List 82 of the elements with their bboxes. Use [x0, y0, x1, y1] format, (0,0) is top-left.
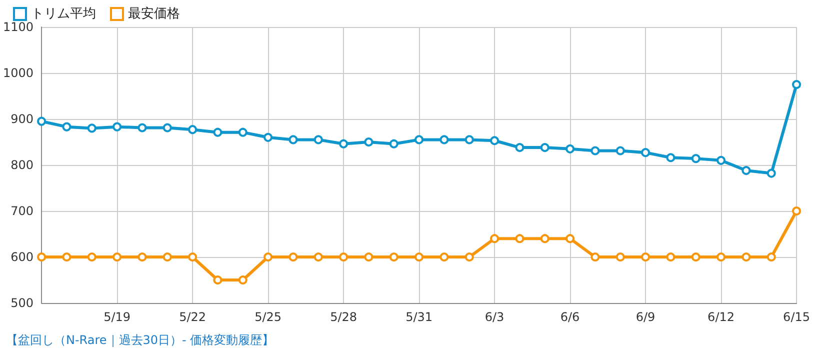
point [590, 146, 600, 156]
point [87, 252, 96, 262]
point [389, 252, 398, 262]
point [138, 123, 147, 132]
x-tick-label: 5/19 [104, 310, 131, 324]
point [540, 234, 550, 244]
point [666, 153, 676, 162]
point [540, 143, 550, 152]
point [138, 252, 147, 262]
point [766, 252, 776, 262]
x-tick-label: 6/9 [636, 310, 656, 324]
point [37, 116, 46, 126]
y-tick-label: 1100 [2, 20, 34, 34]
text: 【盆回し（N-Rare｜過去30日）- 価格変動履歴】 [6, 333, 274, 347]
y-tick-label: 500 [10, 296, 34, 310]
point [464, 135, 474, 144]
point [490, 234, 500, 244]
point [339, 252, 348, 262]
point [414, 135, 424, 144]
point [389, 139, 398, 148]
point [566, 144, 575, 154]
legend-label: 最安価格 [128, 6, 180, 22]
point [162, 123, 172, 132]
point [641, 252, 650, 262]
y-tick-label: 700 [10, 204, 34, 218]
point [238, 128, 248, 137]
point [566, 234, 575, 244]
point [188, 125, 198, 134]
point [414, 252, 424, 262]
point [440, 135, 449, 144]
point [288, 252, 298, 262]
point [716, 252, 726, 262]
point [87, 124, 96, 133]
x-tick-label: 5/28 [330, 310, 358, 324]
y-tick-label: 1000 [2, 66, 34, 80]
x-tick-label: 5/25 [254, 310, 282, 324]
point [742, 252, 751, 262]
point [188, 252, 198, 262]
point [766, 168, 776, 178]
point [264, 252, 273, 262]
x-tick-label: 5/31 [406, 310, 433, 324]
point [515, 143, 524, 152]
x-tick-label: 6/3 [484, 310, 504, 324]
point [691, 154, 700, 164]
point [616, 252, 625, 262]
point [616, 146, 625, 156]
point [162, 252, 172, 262]
legend-label: トリム平均 [31, 6, 96, 22]
y-tick-label: 600 [10, 250, 34, 264]
point [641, 148, 650, 158]
point [288, 135, 298, 144]
point [62, 252, 72, 262]
x-tick-label: 6/15 [783, 310, 810, 324]
x-tick-label: 5/22 [179, 310, 206, 324]
point [238, 276, 248, 284]
point [691, 252, 700, 262]
x-tick-label: 6/6 [560, 310, 580, 324]
point [490, 136, 500, 146]
point [112, 252, 122, 262]
point [792, 80, 802, 89]
point [37, 252, 46, 262]
point [590, 252, 600, 262]
point [464, 252, 474, 262]
point [792, 206, 802, 216]
point [314, 252, 323, 262]
point [716, 156, 726, 165]
point [264, 132, 273, 142]
point [112, 122, 122, 132]
point [515, 234, 524, 244]
y-tick-label: 800 [10, 158, 34, 172]
point [364, 138, 374, 146]
point [339, 139, 348, 148]
x-tick-label: 6/12 [708, 310, 735, 324]
point [314, 135, 323, 144]
point [364, 252, 374, 262]
point [213, 276, 222, 284]
point [213, 128, 222, 137]
y-tick-label: 900 [10, 112, 34, 126]
point [62, 122, 72, 132]
point [666, 252, 676, 262]
point [742, 166, 751, 176]
point [440, 252, 449, 262]
